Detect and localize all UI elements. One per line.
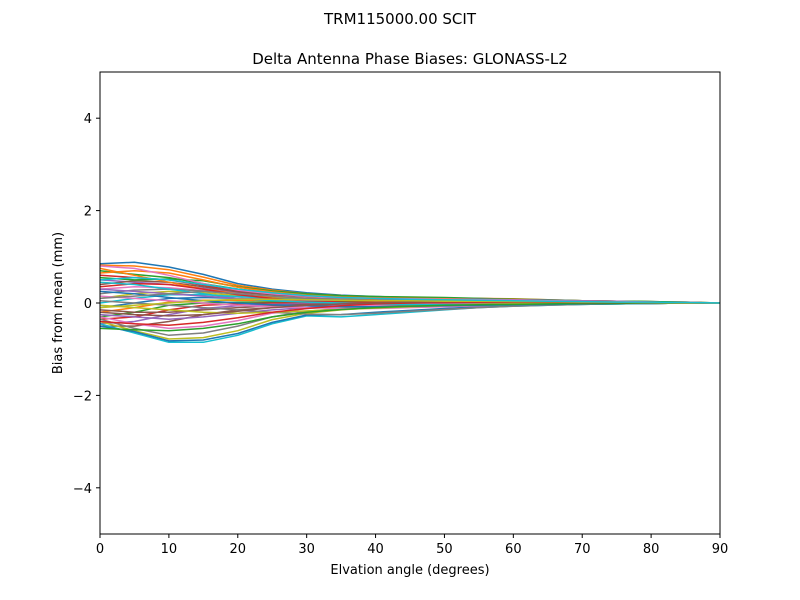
y-tick-label: 4	[84, 112, 92, 127]
y-tick-label: −2	[73, 389, 92, 404]
x-tick-label: 40	[367, 542, 384, 557]
x-tick-label: 60	[505, 542, 522, 557]
y-axis-label: Bias from mean (mm)	[51, 232, 66, 374]
y-tick-label: 2	[84, 205, 92, 220]
chart-title: Delta Antenna Phase Biases: GLONASS-L2	[252, 50, 568, 68]
x-tick-label: 50	[436, 542, 453, 557]
series-line	[99, 276, 721, 304]
figure-suptitle: TRM115000.00 SCIT	[323, 10, 477, 28]
x-axis: 0 10 20 30 40 50 60 70 80 90	[96, 534, 728, 557]
series-layer	[99, 261, 721, 344]
x-tick-label: 70	[574, 542, 591, 557]
x-tick-label: 20	[230, 542, 247, 557]
x-tick-label: 30	[298, 542, 315, 557]
y-axis: −4 −2 0 2 4	[73, 112, 100, 497]
series-line	[99, 302, 720, 332]
x-axis-label: Elvation angle (degrees)	[330, 563, 489, 578]
x-tick-label: 80	[643, 542, 660, 557]
x-tick-label: 10	[161, 542, 178, 557]
y-tick-label: 0	[84, 297, 92, 312]
x-tick-label: 90	[712, 542, 729, 557]
y-tick-label: −4	[73, 482, 92, 497]
x-tick-label: 0	[96, 542, 104, 557]
series-line	[99, 302, 720, 342]
